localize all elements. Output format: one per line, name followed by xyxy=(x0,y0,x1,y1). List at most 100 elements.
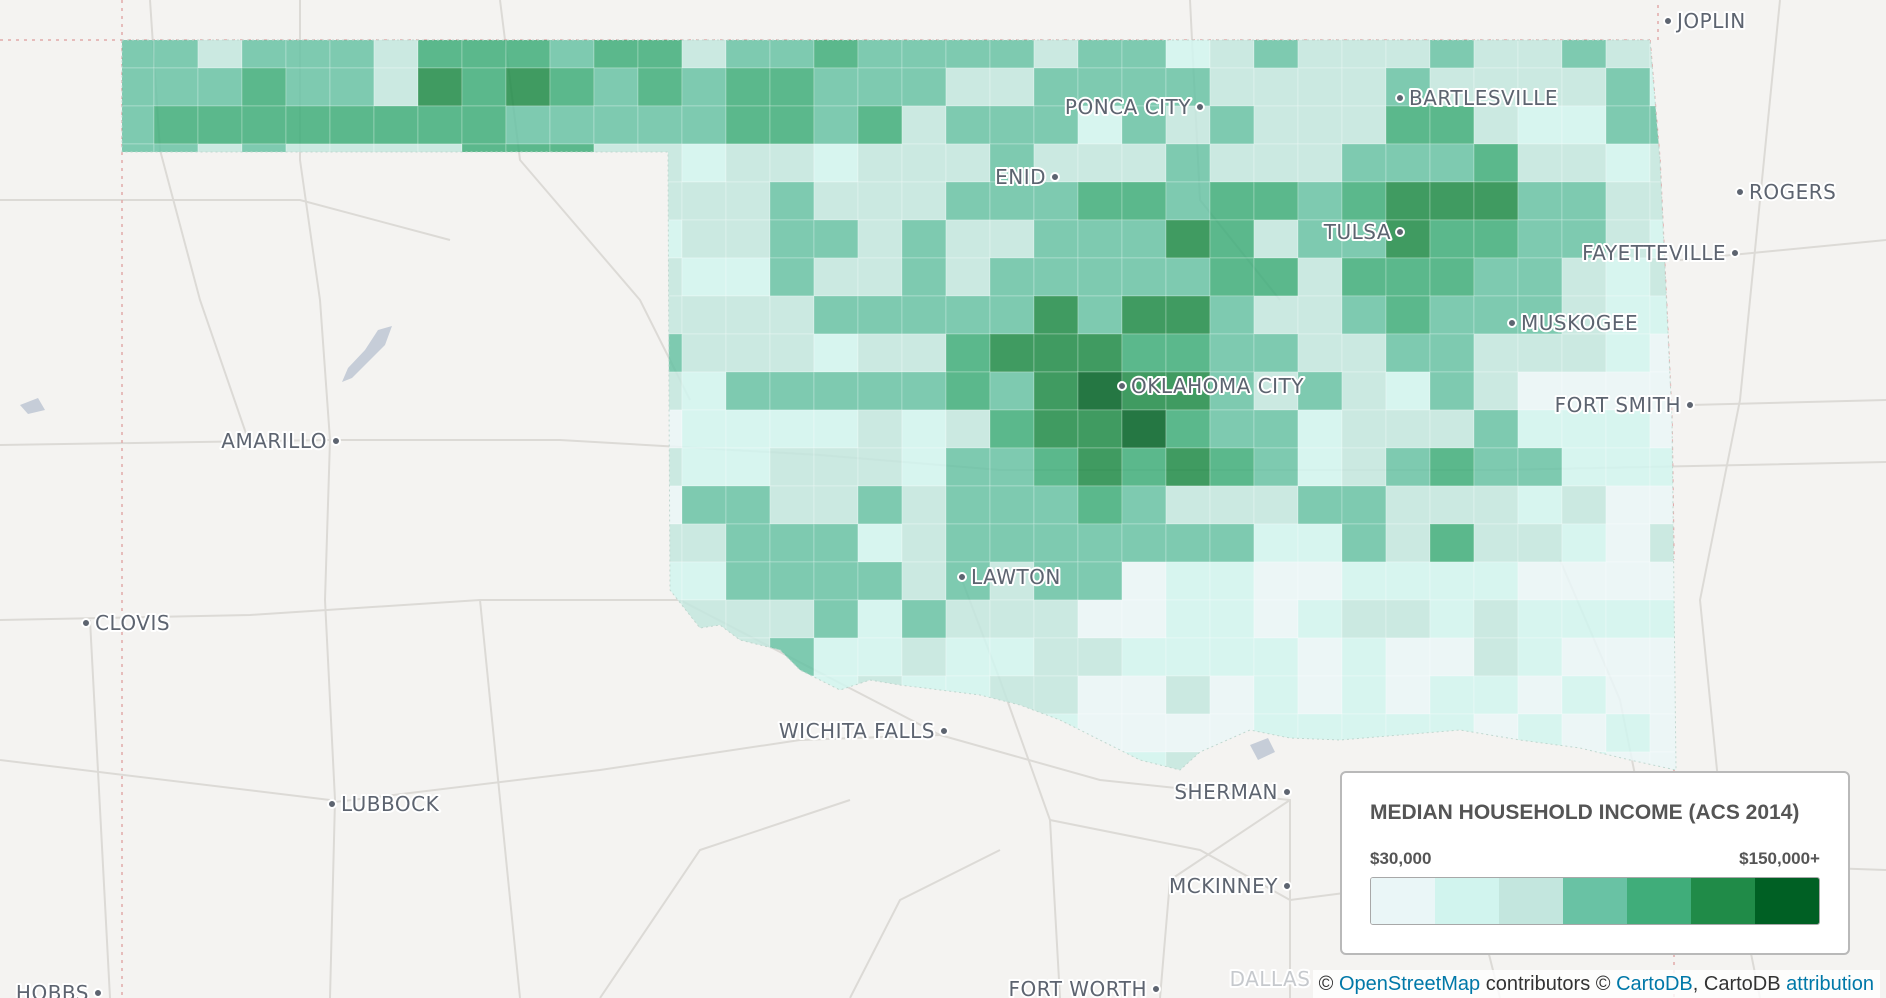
census-tract[interactable] xyxy=(1077,637,1123,677)
census-tract[interactable] xyxy=(110,295,155,335)
census-tract[interactable] xyxy=(197,257,243,297)
census-tract[interactable] xyxy=(637,181,683,221)
census-tract[interactable] xyxy=(1253,257,1299,297)
census-tract[interactable] xyxy=(1341,333,1387,373)
census-tract[interactable] xyxy=(637,105,683,145)
census-tract[interactable] xyxy=(637,713,683,753)
census-tract[interactable] xyxy=(417,523,463,563)
census-tract[interactable] xyxy=(1517,67,1563,107)
census-tract[interactable] xyxy=(197,485,243,525)
census-tract[interactable] xyxy=(241,257,287,297)
census-tract[interactable] xyxy=(1517,30,1563,69)
census-tract[interactable] xyxy=(1473,637,1519,677)
census-tract[interactable] xyxy=(1473,181,1519,221)
census-tract[interactable] xyxy=(1209,675,1255,715)
census-tract[interactable] xyxy=(505,561,551,601)
census-tract[interactable] xyxy=(505,295,551,335)
census-tract[interactable] xyxy=(1165,447,1211,487)
census-tract[interactable] xyxy=(461,447,507,487)
census-tract[interactable] xyxy=(945,181,991,221)
census-tract[interactable] xyxy=(1209,523,1255,563)
census-tract[interactable] xyxy=(1385,637,1431,677)
cartodb-link[interactable]: CartoDB xyxy=(1616,973,1693,995)
census-tract[interactable] xyxy=(1253,143,1299,183)
census-tract[interactable] xyxy=(329,143,375,183)
census-tract[interactable] xyxy=(505,751,551,790)
census-tract[interactable] xyxy=(901,637,947,677)
census-tract[interactable] xyxy=(813,751,859,790)
census-tract[interactable] xyxy=(857,371,903,411)
census-tract[interactable] xyxy=(681,447,727,487)
census-tract[interactable] xyxy=(417,447,463,487)
census-tract[interactable] xyxy=(1649,599,1694,639)
census-tract[interactable] xyxy=(549,333,595,373)
census-tract[interactable] xyxy=(945,219,991,259)
census-tract[interactable] xyxy=(1605,447,1651,487)
census-tract[interactable] xyxy=(769,181,815,221)
census-tract[interactable] xyxy=(1077,181,1123,221)
census-tract[interactable] xyxy=(1121,30,1167,69)
census-tract[interactable] xyxy=(725,67,771,107)
census-tract[interactable] xyxy=(989,181,1035,221)
census-tract[interactable] xyxy=(813,105,859,145)
census-tract[interactable] xyxy=(1473,561,1519,601)
census-tract[interactable] xyxy=(901,485,947,525)
census-tract[interactable] xyxy=(1077,561,1123,601)
census-tract[interactable] xyxy=(1165,219,1211,259)
census-tract[interactable] xyxy=(461,333,507,373)
census-tract[interactable] xyxy=(1297,409,1343,449)
census-tract[interactable] xyxy=(197,447,243,487)
census-tract[interactable] xyxy=(285,485,331,525)
census-tract[interactable] xyxy=(681,599,727,639)
census-tract[interactable] xyxy=(285,675,331,715)
census-tract[interactable] xyxy=(417,561,463,601)
census-tract[interactable] xyxy=(769,219,815,259)
census-tract[interactable] xyxy=(1517,371,1563,411)
census-tract[interactable] xyxy=(725,219,771,259)
census-tract[interactable] xyxy=(1385,485,1431,525)
census-tract[interactable] xyxy=(1121,181,1167,221)
census-tract[interactable] xyxy=(285,67,331,107)
census-tract[interactable] xyxy=(1429,637,1475,677)
census-tract[interactable] xyxy=(1297,675,1343,715)
census-tract[interactable] xyxy=(945,485,991,525)
census-tract[interactable] xyxy=(549,485,595,525)
census-tract[interactable] xyxy=(417,485,463,525)
census-tract[interactable] xyxy=(1429,333,1475,373)
census-tract[interactable] xyxy=(505,523,551,563)
census-tract[interactable] xyxy=(769,447,815,487)
census-tract[interactable] xyxy=(1605,105,1651,145)
census-tract[interactable] xyxy=(725,371,771,411)
census-tract[interactable] xyxy=(153,257,199,297)
census-tract[interactable] xyxy=(373,295,419,335)
census-tract[interactable] xyxy=(285,751,331,790)
census-tract[interactable] xyxy=(1605,485,1651,525)
census-tract[interactable] xyxy=(153,371,199,411)
census-tract[interactable] xyxy=(505,30,551,69)
census-tract[interactable] xyxy=(373,751,419,790)
census-tract[interactable] xyxy=(1077,219,1123,259)
census-tract[interactable] xyxy=(901,295,947,335)
census-tract[interactable] xyxy=(945,409,991,449)
census-tract[interactable] xyxy=(1649,561,1694,601)
census-tract[interactable] xyxy=(1385,295,1431,335)
census-tract[interactable] xyxy=(1297,257,1343,297)
census-tract[interactable] xyxy=(945,599,991,639)
census-tract[interactable] xyxy=(1429,219,1475,259)
census-tract[interactable] xyxy=(285,637,331,677)
census-tract[interactable] xyxy=(945,371,991,411)
census-tract[interactable] xyxy=(110,675,155,715)
census-tract[interactable] xyxy=(637,561,683,601)
census-tract[interactable] xyxy=(1033,599,1079,639)
census-tract[interactable] xyxy=(1473,143,1519,183)
census-tract[interactable] xyxy=(1429,409,1475,449)
census-tract[interactable] xyxy=(945,333,991,373)
census-tract[interactable] xyxy=(1297,105,1343,145)
census-tract[interactable] xyxy=(110,447,155,487)
census-tract[interactable] xyxy=(241,485,287,525)
census-tract[interactable] xyxy=(241,67,287,107)
census-tract[interactable] xyxy=(329,67,375,107)
census-tract[interactable] xyxy=(637,30,683,69)
census-tract[interactable] xyxy=(197,675,243,715)
